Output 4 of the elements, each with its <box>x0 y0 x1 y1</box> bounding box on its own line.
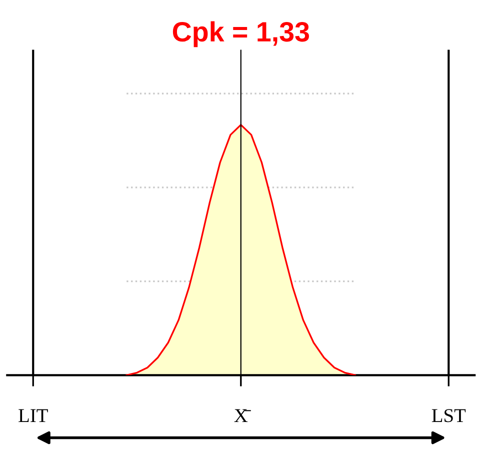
x-tick-label: LST <box>432 409 466 422</box>
chart-title: Cpk = 1,33 <box>172 21 309 48</box>
x-tick-label: X̄ <box>234 409 251 422</box>
x-tick-label: LIT <box>18 409 48 422</box>
